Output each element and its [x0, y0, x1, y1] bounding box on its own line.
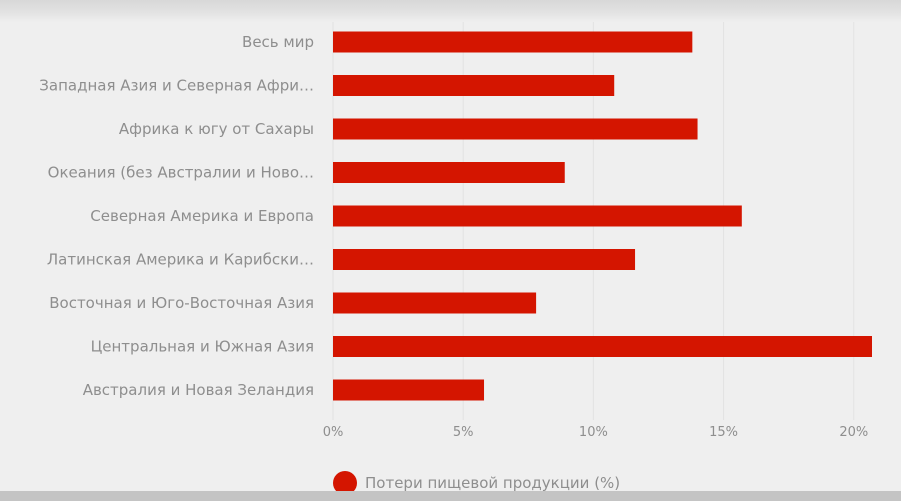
legend-label: Потери пищевой продукции (%): [365, 474, 621, 492]
x-tick-label: 0%: [323, 425, 344, 440]
bar[interactable]: [333, 379, 485, 401]
category-labels: Весь мир Западная Азия и Северная Афри… Аф…: [39, 33, 314, 399]
bar[interactable]: [333, 118, 698, 140]
category-label: Весь мир: [242, 33, 314, 51]
category-label: Латинская Америка и Карибски…: [47, 251, 314, 269]
bar[interactable]: [333, 249, 636, 270]
bar[interactable]: [333, 162, 565, 183]
category-label: Африка к югу от Сахары: [119, 120, 314, 138]
category-label: Восточная и Юго-Восточная Азия: [49, 294, 314, 312]
category-label: Северная Америка и Европа: [90, 207, 314, 225]
x-tick-label: 5%: [453, 425, 474, 440]
category-label: Западная Азия и Северная Афри…: [39, 77, 314, 95]
x-tick-labels: 0% 5% 10% 15% 20%: [323, 425, 869, 440]
x-tick-label: 10%: [579, 425, 608, 440]
bottom-scrollbar[interactable]: [0, 491, 901, 501]
bar[interactable]: [333, 205, 742, 227]
x-tick-label: 15%: [709, 425, 738, 440]
bar[interactable]: [333, 292, 537, 314]
category-label: Океания (без Австралии и Ново…: [48, 164, 314, 182]
category-label: Центральная и Южная Азия: [91, 338, 314, 356]
category-label: Австралия и Новая Зеландия: [83, 381, 314, 399]
bar[interactable]: [333, 31, 693, 53]
x-tick-label: 20%: [839, 425, 868, 440]
bar[interactable]: [333, 336, 872, 357]
top-shade: [0, 0, 901, 22]
bars: [333, 31, 872, 401]
bar[interactable]: [333, 75, 615, 96]
